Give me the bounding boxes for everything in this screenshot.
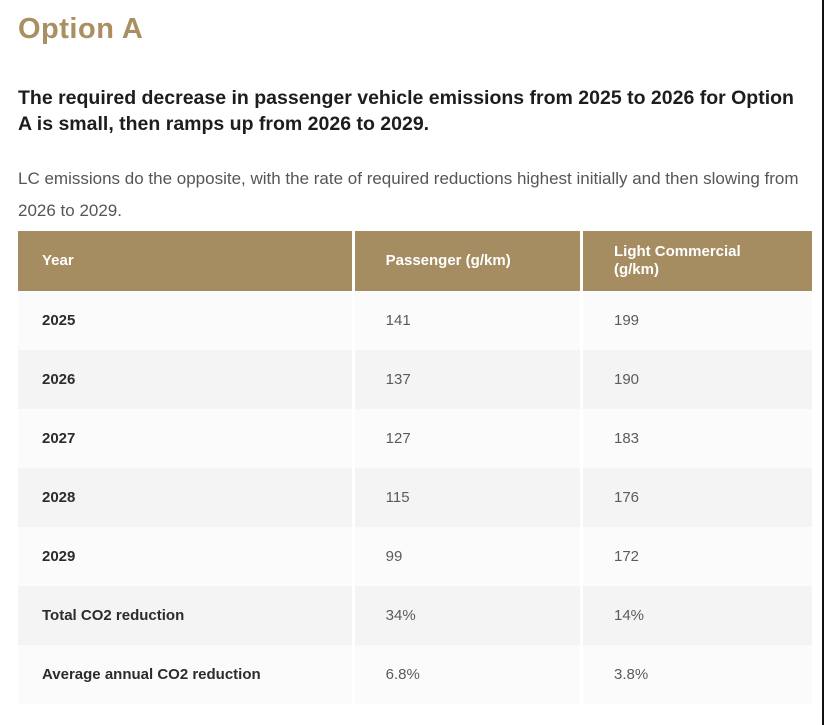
- table-header: Year Passenger (g/km) Light Commercial (…: [18, 231, 812, 291]
- light-commercial-value: 190: [582, 350, 812, 409]
- emissions-table: Year Passenger (g/km) Light Commercial (…: [15, 231, 815, 704]
- table-row: Average annual CO2 reduction 6.8% 3.8%: [18, 645, 812, 704]
- row-label: Average annual CO2 reduction: [18, 645, 352, 704]
- row-label: Total CO2 reduction: [18, 586, 352, 645]
- light-commercial-value: 172: [582, 527, 812, 586]
- light-commercial-value: 3.8%: [582, 645, 812, 704]
- table-row: 2026 137 190: [18, 350, 812, 409]
- row-label: 2027: [18, 409, 352, 468]
- column-header-light-commercial: Light Commercial (g/km): [582, 231, 812, 291]
- light-commercial-value: 199: [582, 291, 812, 350]
- table-header-row: Year Passenger (g/km) Light Commercial (…: [18, 231, 812, 291]
- page-subtitle: The required decrease in passenger vehic…: [18, 87, 794, 135]
- table-row: 2025 141 199: [18, 291, 812, 350]
- passenger-value: 6.8%: [354, 645, 580, 704]
- passenger-value: 99: [354, 527, 580, 586]
- table-body: 2025 141 199 2026 137 190 2027 127 183 2…: [18, 291, 812, 704]
- passenger-value: 115: [354, 468, 580, 527]
- passenger-value: 127: [354, 409, 580, 468]
- row-label: 2028: [18, 468, 352, 527]
- light-commercial-value: 14%: [582, 586, 812, 645]
- row-label: 2026: [18, 350, 352, 409]
- row-label: 2029: [18, 527, 352, 586]
- page-title: Option A: [18, 13, 144, 45]
- passenger-value: 137: [354, 350, 580, 409]
- passenger-value: 34%: [354, 586, 580, 645]
- content-area: Option A The required decrease in passen…: [18, 0, 815, 704]
- light-commercial-value: 176: [582, 468, 812, 527]
- page-description: LC emissions do the opposite, with the r…: [18, 169, 799, 220]
- passenger-value: 141: [354, 291, 580, 350]
- table-row: 2028 115 176: [18, 468, 812, 527]
- column-header-year: Year: [18, 231, 352, 291]
- light-commercial-value: 183: [582, 409, 812, 468]
- row-label: 2025: [18, 291, 352, 350]
- table-row: Total CO2 reduction 34% 14%: [18, 586, 812, 645]
- column-header-passenger: Passenger (g/km): [354, 231, 580, 291]
- table-row: 2029 99 172: [18, 527, 812, 586]
- table-row: 2027 127 183: [18, 409, 812, 468]
- window-right-border: [822, 0, 824, 725]
